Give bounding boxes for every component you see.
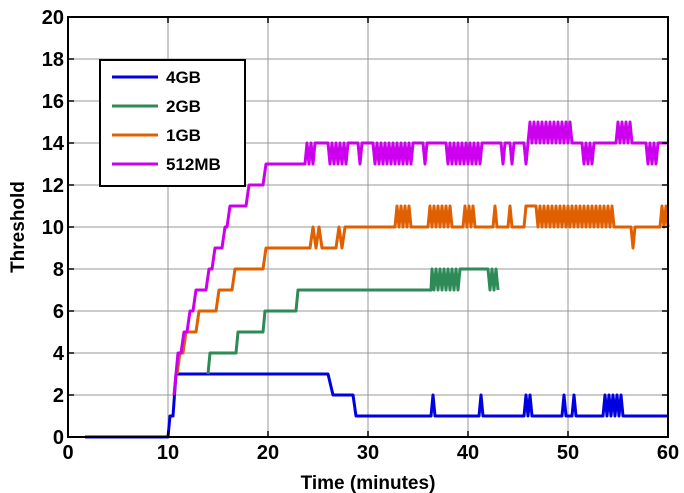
- x-tick-label: 20: [257, 442, 279, 464]
- series-line-2gb: [206, 267, 500, 375]
- legend-label: 4GB: [166, 68, 201, 87]
- x-tick-label: 10: [157, 442, 179, 464]
- legend: 4GB 2GB 1GB 512MB: [99, 59, 246, 187]
- y-tick-label: 14: [42, 133, 65, 155]
- series-line-512mb: [172, 120, 668, 396]
- y-tick-label: 18: [42, 49, 64, 71]
- y-tick-label: 20: [42, 7, 64, 29]
- y-tick-label: 4: [53, 343, 65, 365]
- x-tick-label: 60: [657, 442, 679, 464]
- axis-ticks: 0 10 20 30 40 50 60 0 2 4 6 8 10 12 14 16 18 20: [42, 7, 679, 464]
- legend-label: 1GB: [166, 126, 201, 145]
- x-tick-label: 0: [62, 442, 73, 464]
- y-tick-label: 2: [53, 385, 64, 407]
- y-tick-label: 10: [42, 217, 64, 239]
- series-layer: [85, 120, 670, 439]
- x-axis-title: Time (minutes): [301, 473, 436, 493]
- y-tick-label: 8: [53, 259, 64, 281]
- y-tick-label: 12: [42, 175, 64, 197]
- x-tick-label: 30: [357, 442, 379, 464]
- y-axis-title: Threshold: [8, 181, 29, 273]
- legend-label: 2GB: [166, 97, 201, 116]
- y-tick-label: 16: [42, 91, 64, 113]
- series-line-4gb: [85, 372, 668, 439]
- y-tick-label: 0: [53, 427, 64, 449]
- legend-label: 512MB: [166, 155, 221, 174]
- series-line-1gb: [175, 204, 670, 375]
- x-tick-label: 50: [557, 442, 579, 464]
- y-tick-label: 6: [53, 301, 64, 323]
- x-tick-label: 40: [457, 442, 479, 464]
